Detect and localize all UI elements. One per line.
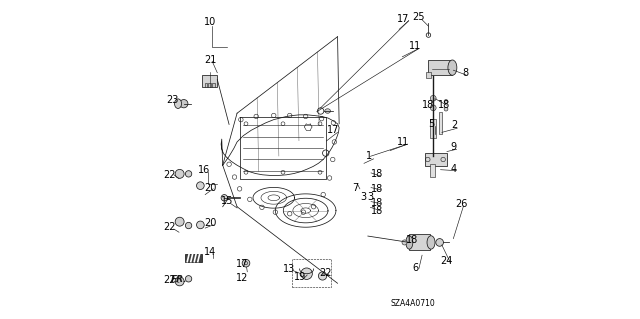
Text: 21: 21: [204, 55, 216, 65]
Circle shape: [186, 222, 192, 229]
Text: 18: 18: [371, 184, 383, 194]
Text: 8: 8: [462, 68, 468, 78]
Text: 6: 6: [412, 263, 418, 273]
Text: 14: 14: [204, 247, 216, 257]
Circle shape: [430, 95, 436, 101]
Ellipse shape: [427, 236, 435, 249]
Text: 26: 26: [455, 198, 467, 209]
Text: 19: 19: [294, 272, 307, 282]
Ellipse shape: [175, 99, 182, 108]
Text: 9: 9: [451, 142, 456, 152]
FancyBboxPatch shape: [186, 254, 202, 262]
Circle shape: [186, 276, 192, 282]
Circle shape: [186, 171, 192, 177]
Text: 24: 24: [440, 256, 452, 266]
Circle shape: [196, 221, 204, 229]
Text: 15: 15: [221, 196, 233, 206]
Text: 4: 4: [451, 164, 456, 174]
FancyBboxPatch shape: [426, 72, 431, 78]
Text: 11: 11: [397, 137, 410, 147]
Circle shape: [444, 100, 448, 103]
Circle shape: [175, 217, 184, 226]
Circle shape: [242, 259, 250, 267]
Text: 22: 22: [163, 170, 176, 180]
FancyBboxPatch shape: [424, 153, 447, 166]
Text: 18: 18: [371, 197, 383, 208]
Text: FR.: FR.: [171, 275, 188, 284]
FancyBboxPatch shape: [212, 83, 215, 87]
FancyBboxPatch shape: [439, 112, 442, 134]
Text: 18: 18: [422, 100, 434, 110]
Text: 18: 18: [438, 100, 450, 110]
FancyBboxPatch shape: [428, 60, 452, 75]
Circle shape: [180, 100, 188, 108]
Text: 18: 18: [406, 235, 418, 245]
Text: 17: 17: [397, 13, 410, 24]
Text: 22: 22: [319, 268, 332, 278]
Text: 3: 3: [360, 192, 366, 202]
FancyBboxPatch shape: [430, 164, 435, 177]
FancyBboxPatch shape: [202, 75, 218, 87]
FancyBboxPatch shape: [209, 83, 211, 87]
Circle shape: [444, 107, 448, 111]
Ellipse shape: [448, 60, 457, 75]
Text: 18: 18: [371, 169, 383, 179]
Text: 10: 10: [204, 17, 216, 27]
Circle shape: [436, 239, 444, 246]
FancyBboxPatch shape: [430, 119, 436, 138]
Text: SZA4A0710: SZA4A0710: [390, 299, 435, 308]
Text: 18: 18: [371, 205, 383, 216]
Text: 13: 13: [283, 263, 295, 274]
Text: 5: 5: [428, 119, 434, 130]
Text: 7: 7: [352, 183, 358, 193]
Text: 22: 22: [163, 222, 176, 232]
Circle shape: [319, 272, 326, 280]
Circle shape: [175, 169, 184, 178]
Text: 20: 20: [204, 218, 216, 228]
Text: 1: 1: [366, 151, 372, 161]
Text: 23: 23: [166, 94, 179, 105]
Text: 22: 22: [163, 275, 176, 285]
Circle shape: [221, 195, 227, 201]
Text: 25: 25: [412, 11, 424, 22]
Text: 20: 20: [204, 183, 216, 193]
Text: 2: 2: [451, 120, 457, 130]
Circle shape: [430, 105, 436, 111]
Text: 17: 17: [236, 259, 248, 269]
Text: 17: 17: [327, 125, 340, 135]
Circle shape: [301, 268, 312, 279]
Ellipse shape: [324, 109, 330, 113]
Ellipse shape: [406, 236, 413, 249]
Circle shape: [402, 240, 407, 245]
Text: 16: 16: [198, 165, 211, 175]
Circle shape: [175, 277, 184, 286]
FancyBboxPatch shape: [410, 234, 430, 250]
FancyBboxPatch shape: [205, 83, 207, 87]
Text: 12: 12: [236, 272, 248, 283]
Text: 11: 11: [409, 41, 421, 51]
Text: 3: 3: [367, 192, 374, 202]
Circle shape: [196, 182, 204, 189]
